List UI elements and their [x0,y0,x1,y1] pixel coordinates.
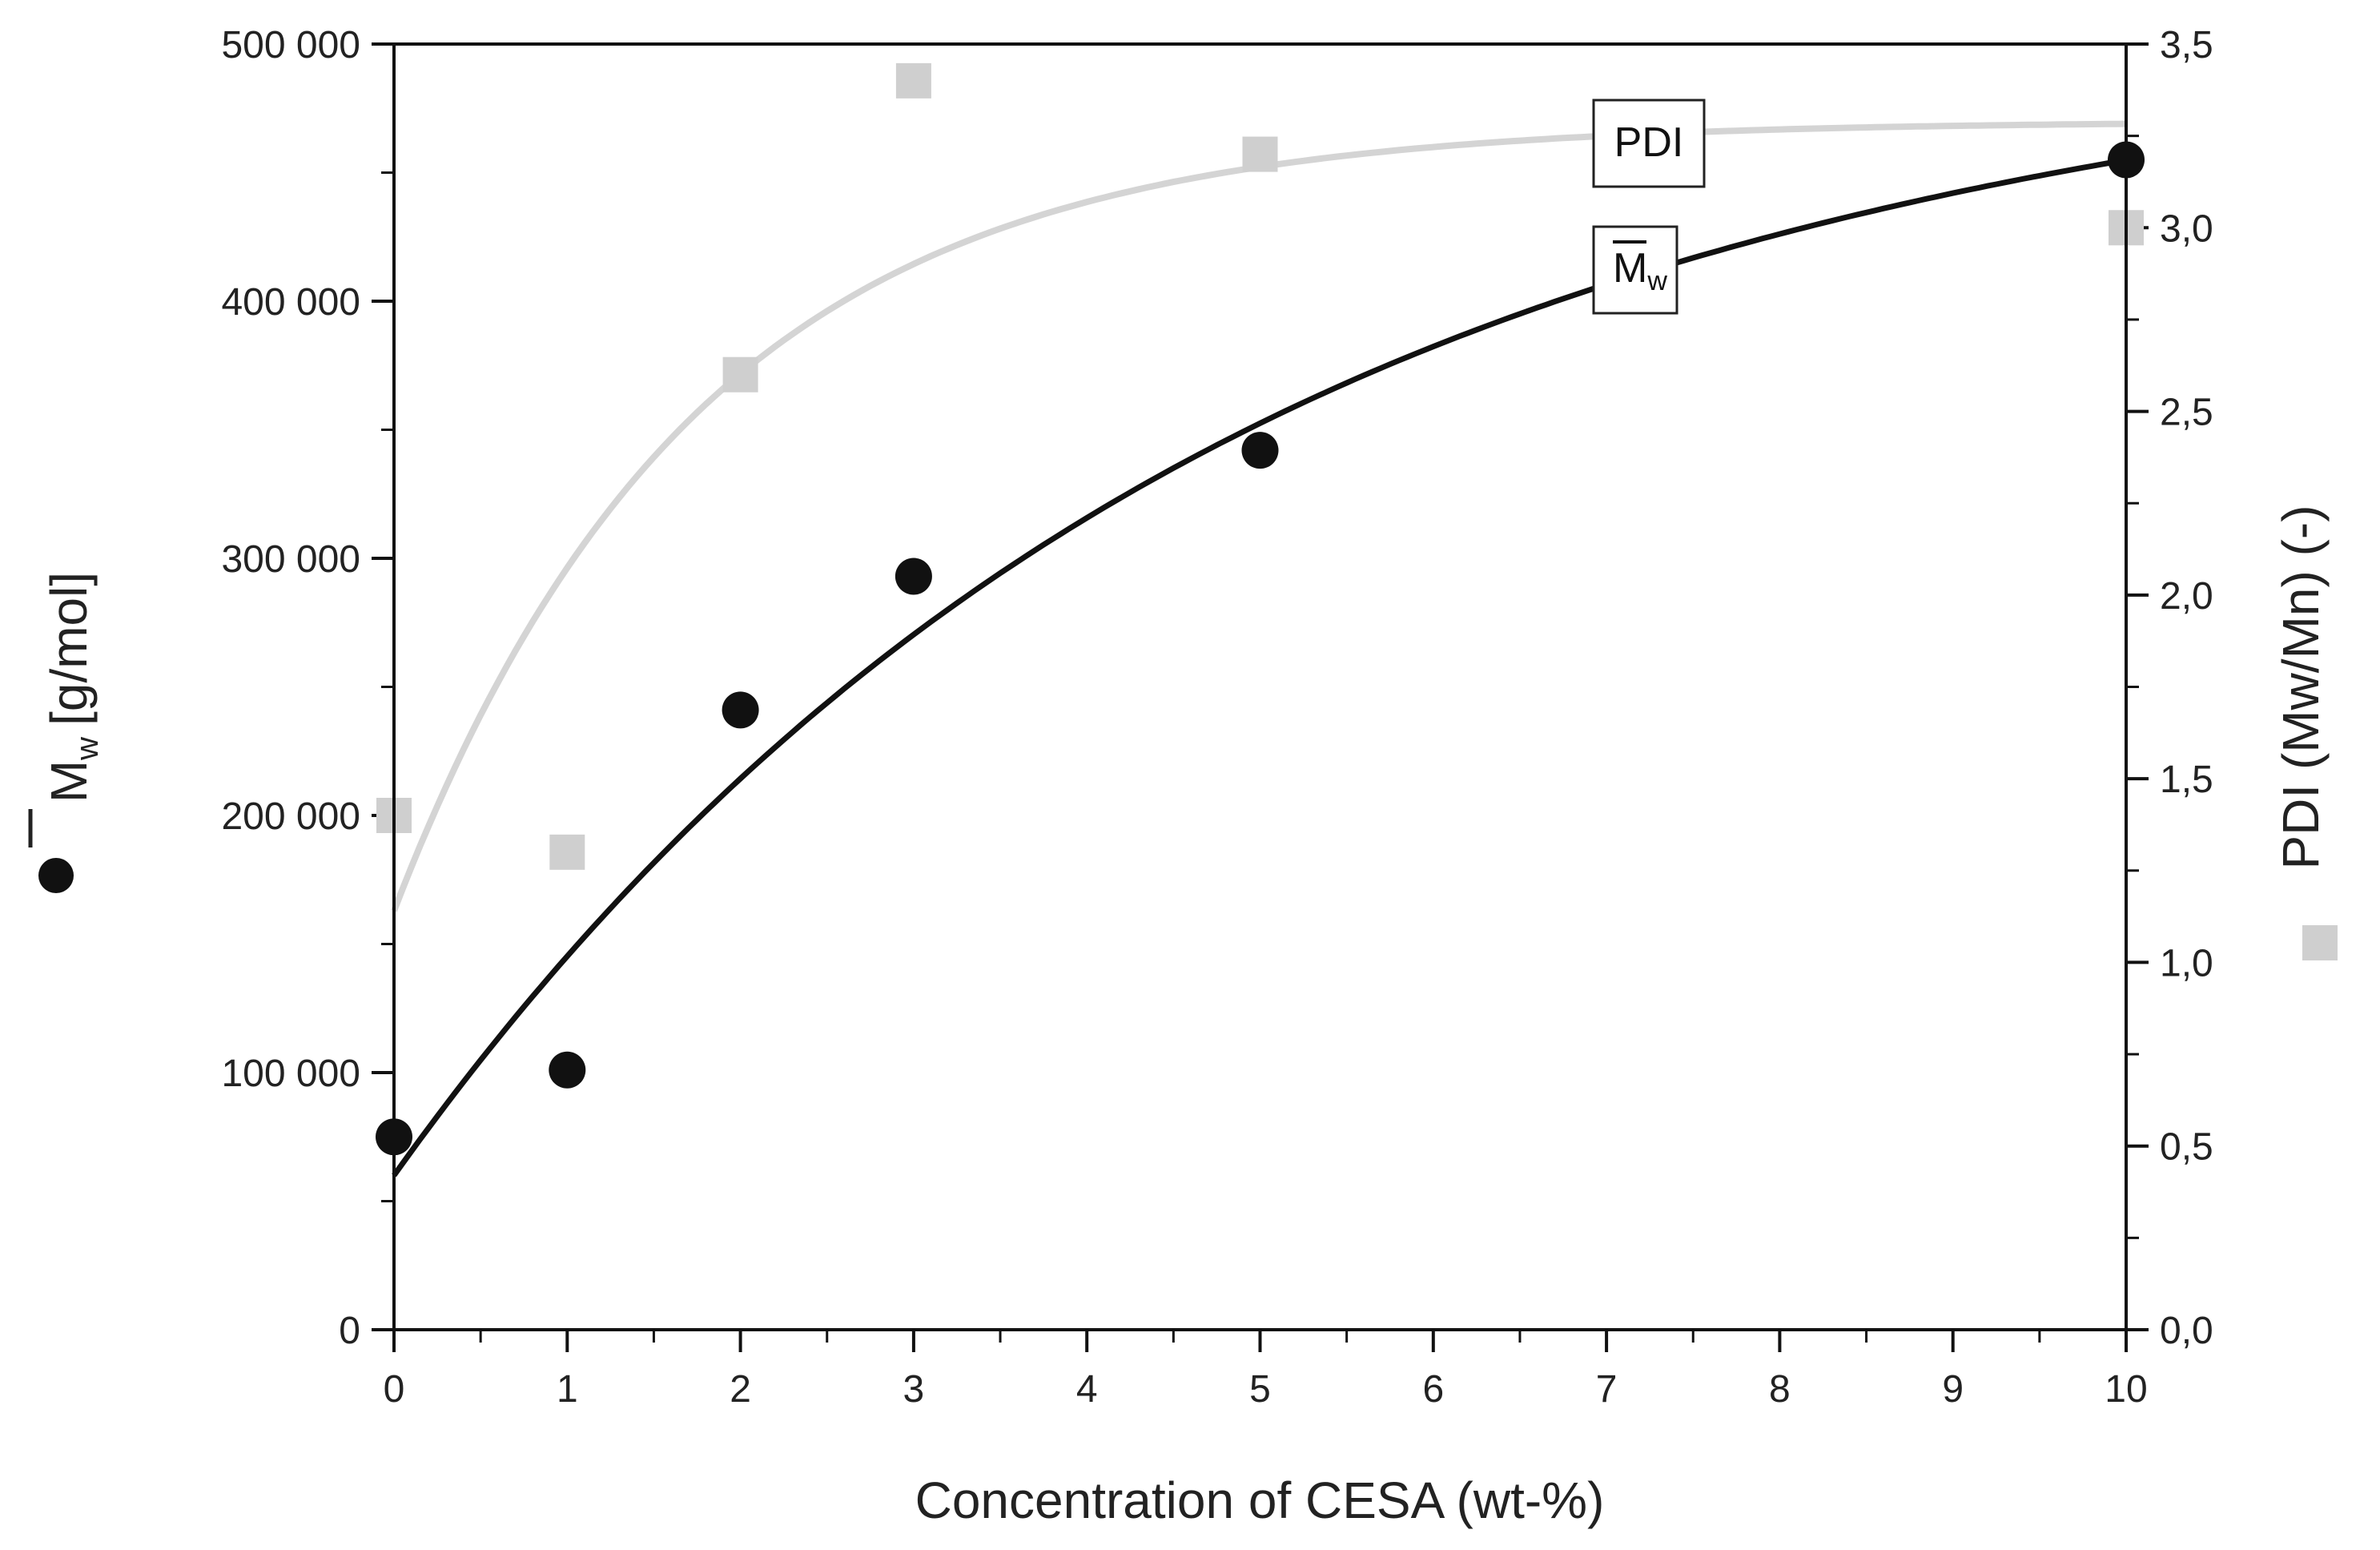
y-right-tick-label: 3,0 [2160,207,2213,250]
y-right-tick-label: 2,0 [2160,575,2213,618]
y-left-title-symbol: M [40,760,98,803]
svg-text:Mw: Mw [1613,245,1667,296]
annotation-mw: Mw [1592,225,1678,315]
fit-curve-pdi [391,120,2127,912]
x-tick-label: 9 [1942,1368,1964,1411]
x-tick-label: 10 [2105,1368,2147,1411]
x-tick-label: 0 [384,1368,405,1411]
svg-text:PDI: PDI [1614,119,1684,166]
legend-mw-marker [38,858,74,893]
x-tick-label: 3 [903,1368,925,1411]
fit-curves [391,120,2127,1178]
pdi-point [895,62,931,99]
mw-point [895,558,932,595]
annotation-pdi: PDI [1592,99,1706,188]
x-tick-label: 2 [730,1368,751,1411]
x-tick-label: 7 [1596,1368,1618,1411]
fit-curve-mw [392,157,2127,1178]
mw-point [722,691,759,729]
x-tick-label: 6 [1422,1368,1444,1411]
data-points [376,62,2145,1156]
x-tick-label: 4 [1076,1368,1098,1411]
x-tick-label: 1 [557,1368,578,1411]
y-right-tick-label: 1,0 [2160,942,2213,984]
y-left-tick-label: 300 000 [221,538,360,581]
pdi-point [549,834,585,870]
y-left-axis-title: Mw [g/mol] [28,572,105,847]
plot-frame [392,42,2128,1331]
y-left-tick-label: 100 000 [221,1053,360,1095]
pdi-point [1242,136,1278,172]
mw-point [549,1051,586,1089]
y-left-title-unit: [g/mol] [40,572,98,726]
y-left-tick-label: 400 000 [221,281,360,324]
y-right-tick-label: 1,5 [2160,759,2213,801]
y-right-tick-label: 0,5 [2160,1126,2213,1169]
y-right-axis-title: PDI (Mw/Mn) (-) [2272,505,2330,869]
x-tick-label: 5 [1249,1368,1271,1411]
y-right-tick-label: 2,5 [2160,392,2213,434]
y-left-tick-label: 200 000 [221,795,360,838]
x-tick-label: 8 [1769,1368,1791,1411]
pdi-point [722,356,758,393]
mw-point [1241,432,1279,469]
y-right-tick-label: 3,5 [2160,24,2213,66]
tick-labels: 0 1 2 3 4 5 6 7 8 9 10 0 100 000 200 000 300 000 400 00… [221,24,2213,1411]
y-left-tick-label: 500 000 [221,24,360,66]
x-axis-title: Concentration of CESA (wt-%) [915,1471,1605,1529]
y-right-tick-label: 0,0 [2160,1310,2213,1352]
y-left-title-subscript: w [70,737,105,761]
axes-ticks [372,42,2149,1352]
y-left-tick-label: 0 [339,1310,360,1352]
legend-pdi-marker [2302,925,2338,960]
svg-text:Mw[g/mol]: Mw [g/mol] [40,572,105,803]
